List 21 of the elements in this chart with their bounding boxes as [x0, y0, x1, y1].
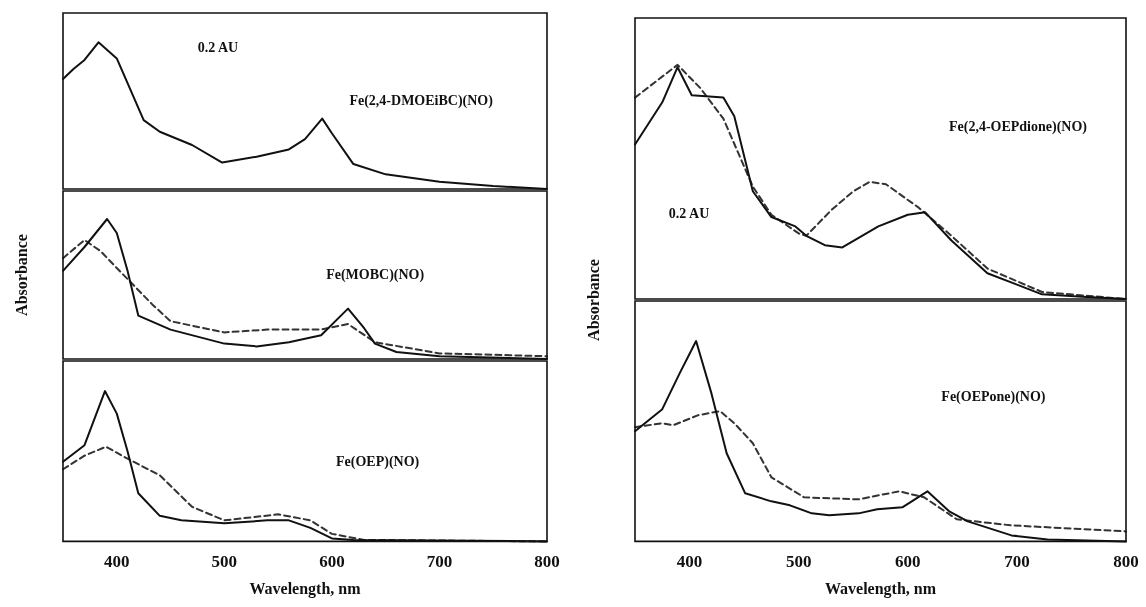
annotation: Fe(MOBC)(NO)	[326, 266, 425, 283]
annotation: Fe(2,4-OEPdione)(NO)	[948, 119, 1088, 136]
x-tick-label: 400	[676, 551, 703, 571]
x-axis-title: Wavelength, nm	[824, 579, 937, 598]
y-axis-title: Absorbance	[585, 259, 603, 341]
annotation: Fe(2,4-DMOEiBC)(NO)	[349, 92, 494, 109]
x-axis-title: Wavelength, nm	[249, 579, 362, 598]
y-axis-title: Absorbance	[13, 234, 31, 316]
annotation: Fe(OEP)(NO)	[336, 453, 420, 470]
x-tick-label: 500	[211, 551, 238, 571]
x-tick-label: 800	[1113, 551, 1139, 571]
x-tick-label: 800	[534, 551, 560, 571]
x-tick-label: 700	[426, 551, 453, 571]
annotation: 0.2 AU	[197, 39, 239, 55]
x-tick-label: 600	[895, 551, 921, 571]
x-tick-label: 400	[104, 551, 130, 571]
x-tick-label: 600	[319, 551, 345, 571]
annotation: Fe(OEPone)(NO)	[941, 388, 1046, 405]
annotation: 0.2 AU	[668, 206, 710, 222]
x-tick-label: 700	[1004, 551, 1030, 571]
x-tick-label: 500	[785, 551, 812, 571]
